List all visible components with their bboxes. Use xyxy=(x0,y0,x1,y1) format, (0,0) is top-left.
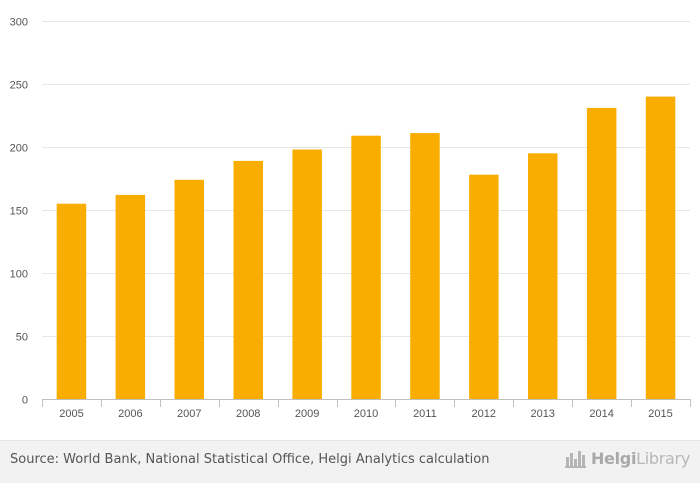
brand-name-rest: Library xyxy=(636,449,690,468)
x-tick-label-2006: 2006 xyxy=(118,408,142,420)
y-tick-label-300: 300 xyxy=(10,17,28,29)
chart-footer: Source: World Bank, National Statistical… xyxy=(0,440,700,483)
x-tick-label-2009: 2009 xyxy=(295,408,319,420)
bar-2007 xyxy=(174,179,204,399)
bar-2008 xyxy=(233,160,263,399)
bar-2014 xyxy=(586,107,617,400)
brand-name: HelgiLibrary xyxy=(591,449,690,468)
x-tick-label-2005: 2005 xyxy=(59,408,83,420)
bar-2005 xyxy=(56,203,87,399)
bar-2013 xyxy=(528,153,558,399)
y-tick-label-0: 0 xyxy=(22,395,28,407)
x-tick-label-2015: 2015 xyxy=(648,408,672,420)
bar-2011 xyxy=(410,133,440,399)
x-tick-label-2010: 2010 xyxy=(354,408,378,420)
helgi-library-logo-icon xyxy=(564,450,587,468)
bar-chart: 0 50 100 150 200 250 300 2005 2006 2007 2008 2009 20… xyxy=(10,17,691,420)
chart-area: 0 50 100 150 200 250 300 2005 2006 2007 2008 2009 20… xyxy=(10,17,691,420)
brand-logo[interactable]: HelgiLibrary xyxy=(564,449,690,468)
x-tick-label-2011: 2011 xyxy=(413,408,437,420)
source-note: Source: World Bank, National Statistical… xyxy=(10,452,490,467)
bar-2006 xyxy=(115,194,146,399)
x-tick-label-2012: 2012 xyxy=(472,408,496,420)
bar-2012 xyxy=(469,174,499,399)
bar-2010 xyxy=(351,135,381,399)
x-tick-label-2014: 2014 xyxy=(589,408,613,420)
y-tick-label-250: 250 xyxy=(10,80,28,92)
x-tick-label-2007: 2007 xyxy=(177,408,201,420)
y-tick-label-100: 100 xyxy=(10,269,28,281)
brand-name-bold: Helgi xyxy=(590,449,637,468)
y-tick-label-150: 150 xyxy=(10,206,28,218)
bar-2015 xyxy=(645,96,676,399)
x-tick-label-2013: 2013 xyxy=(530,408,554,420)
y-tick-label-200: 200 xyxy=(10,143,28,155)
bar-2009 xyxy=(292,149,322,399)
x-tick-label-2008: 2008 xyxy=(236,408,260,420)
y-tick-label-50: 50 xyxy=(16,332,28,344)
